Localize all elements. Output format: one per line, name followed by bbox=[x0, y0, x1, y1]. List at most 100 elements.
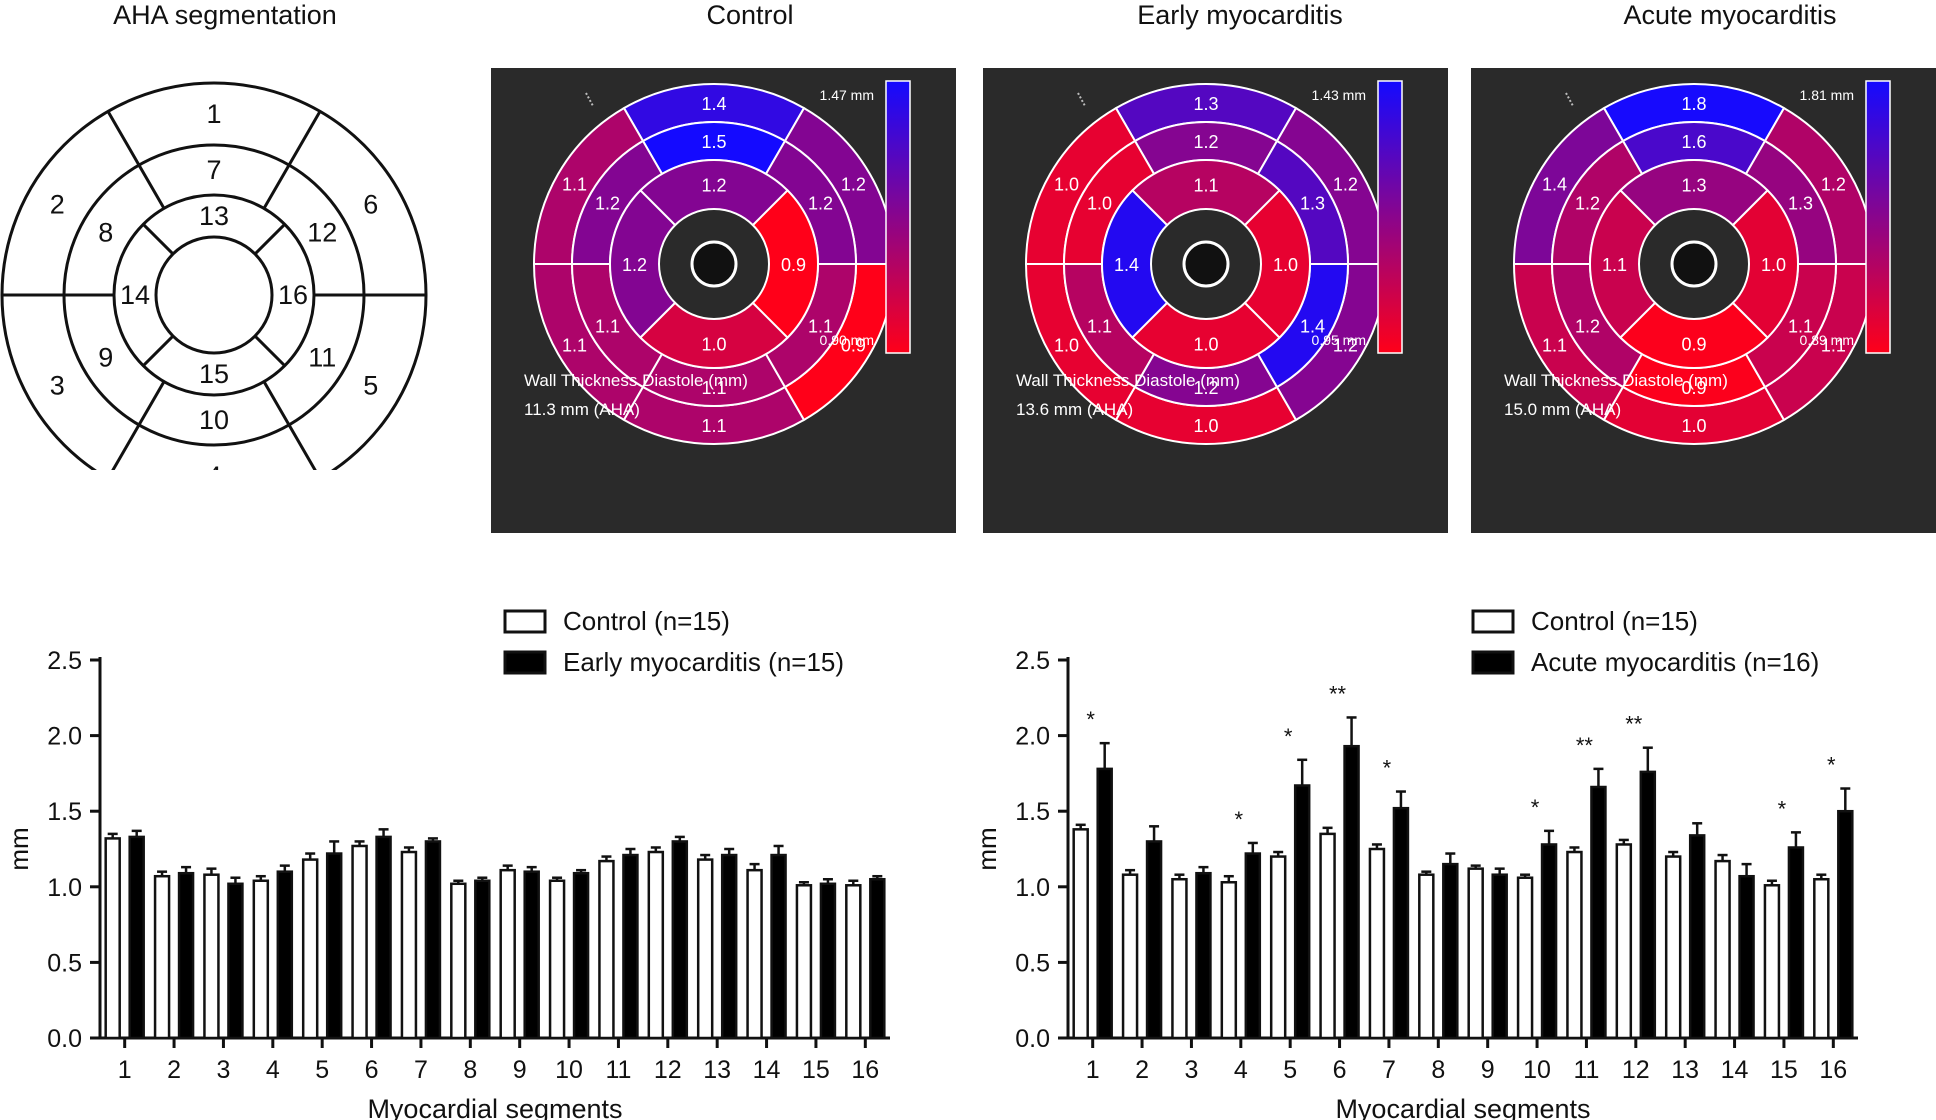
bar-myocarditis bbox=[622, 853, 639, 1040]
bullseye-value-label: 1.3 bbox=[1300, 194, 1325, 214]
bar-myocarditis bbox=[572, 871, 590, 1040]
color-scale-bar bbox=[1377, 80, 1403, 354]
bullseye-value-label: 1.0 bbox=[1054, 336, 1079, 356]
y-tick-label: 0.0 bbox=[1015, 1025, 1050, 1053]
bullseye-value-label: 1.1 bbox=[1788, 317, 1813, 337]
bar-myocarditis bbox=[671, 840, 689, 1040]
bar-myocarditis bbox=[819, 882, 837, 1040]
bar-myocarditis bbox=[720, 853, 738, 1040]
scale-max-label: 1.81 mm bbox=[1800, 87, 1854, 103]
bar-myocarditis bbox=[1738, 874, 1755, 1040]
x-tick-label: 13 bbox=[1671, 1056, 1699, 1084]
bullseye-value-label: 1.2 bbox=[841, 175, 866, 195]
y-axis-label: mm bbox=[4, 827, 34, 870]
bar-myocarditis bbox=[1145, 840, 1163, 1040]
bullseye-segment bbox=[751, 189, 819, 339]
bar-control bbox=[153, 874, 171, 1040]
bullseye-value-label: 1.0 bbox=[1761, 255, 1786, 275]
bullseye-value-label: 1.6 bbox=[1681, 132, 1706, 152]
bullseye-value-label: 1.0 bbox=[1087, 194, 1112, 214]
bullseye-center bbox=[1670, 240, 1718, 288]
x-tick-label: 8 bbox=[463, 1056, 477, 1084]
aha-segment-label: 10 bbox=[199, 405, 229, 435]
x-tick-label: 1 bbox=[1086, 1056, 1100, 1084]
bullseye-value-label: 1.4 bbox=[1114, 255, 1139, 275]
bullseye-value-label: 0.9 bbox=[1681, 335, 1706, 355]
bullseye-value-label: 1.1 bbox=[595, 317, 620, 337]
y-tick-label: 2.5 bbox=[1015, 647, 1050, 675]
bullseye-segment bbox=[1731, 189, 1799, 339]
map-caption-title: Wall Thickness Diastole (mm) bbox=[1016, 371, 1240, 390]
bar-control bbox=[1072, 828, 1089, 1040]
bullseye-value-label: 1.1 bbox=[562, 175, 587, 195]
bullseye-value-label: 1.1 bbox=[1542, 336, 1567, 356]
bullseye-segment bbox=[1589, 189, 1657, 339]
bar-myocarditis bbox=[523, 870, 540, 1040]
bar-myocarditis bbox=[1491, 873, 1508, 1040]
bar-control bbox=[1319, 832, 1336, 1040]
bar-myocarditis bbox=[375, 835, 392, 1040]
bullseye-segment bbox=[1619, 159, 1769, 227]
aha-ring-3 bbox=[154, 235, 274, 355]
bullseye-value-label: 1.2 bbox=[1575, 194, 1600, 214]
aha-divider bbox=[137, 164, 166, 210]
legend-swatch bbox=[503, 609, 547, 634]
aha-divider bbox=[262, 380, 291, 426]
significance-marker: ** bbox=[1576, 733, 1594, 758]
bar-myocarditis bbox=[1688, 834, 1706, 1040]
bar-myocarditis bbox=[1096, 767, 1113, 1040]
scale-max-label: 1.47 mm bbox=[820, 87, 874, 103]
bullseye-value-label: 1.2 bbox=[595, 194, 620, 214]
bullseye-panel-acute: 1.8 1.4 1.1 1.0 1.1 1.2 1.6 1.2 1.2 0.9 1.1 1.3 1.3 1… bbox=[1471, 68, 1936, 533]
aha-divider bbox=[287, 424, 317, 470]
aha-segment-label: 8 bbox=[98, 218, 113, 248]
bar-control bbox=[400, 850, 418, 1040]
bullseye-value-label: 1.3 bbox=[1788, 194, 1813, 214]
bullseye-value-label: 0.9 bbox=[1681, 378, 1706, 398]
bullseye-value-label: 1.0 bbox=[1054, 175, 1079, 195]
bullseye-value-label: 1.3 bbox=[1193, 94, 1218, 114]
bullseye-value-label: 1.1 bbox=[1087, 317, 1112, 337]
bullseye-segment bbox=[1131, 159, 1281, 227]
aha-segment-label: 1 bbox=[206, 99, 221, 129]
bar-myocarditis bbox=[1343, 744, 1360, 1040]
bar-control bbox=[1467, 867, 1484, 1040]
bar-control bbox=[1171, 877, 1188, 1040]
x-tick-label: 15 bbox=[1770, 1056, 1798, 1084]
bar-control bbox=[746, 868, 763, 1040]
significance-marker: * bbox=[1531, 795, 1540, 820]
y-tick-label: 2.0 bbox=[47, 723, 82, 751]
bullseye-value-label: 1.0 bbox=[1273, 255, 1298, 275]
x-tick-label: 14 bbox=[753, 1056, 781, 1084]
bullseye-value-label: 1.4 bbox=[1300, 317, 1325, 337]
bullseye-value-label: 1.2 bbox=[1193, 132, 1218, 152]
aha-divider bbox=[142, 334, 175, 367]
y-tick-label: 0.5 bbox=[47, 949, 82, 977]
aha-divider bbox=[253, 334, 286, 367]
bullseye-value-label: 1.2 bbox=[1821, 175, 1846, 195]
color-scale-bar bbox=[885, 80, 911, 354]
aha-segment-label: 16 bbox=[278, 280, 308, 310]
y-tick-label: 2.5 bbox=[47, 647, 82, 675]
bar-control bbox=[1269, 855, 1287, 1040]
x-tick-label: 14 bbox=[1721, 1056, 1749, 1084]
bar-myocarditis bbox=[1195, 871, 1212, 1040]
aha-segment-label: 4 bbox=[206, 461, 221, 470]
x-tick-label: 9 bbox=[1481, 1056, 1495, 1084]
x-axis-label: Myocardial segments bbox=[367, 1094, 622, 1120]
x-tick-label: 3 bbox=[216, 1056, 230, 1084]
bar-control bbox=[252, 879, 270, 1040]
aha-segment-label: 7 bbox=[206, 155, 221, 185]
title-acute-map: Acute myocarditis bbox=[1623, 0, 1837, 30]
x-tick-label: 13 bbox=[703, 1056, 731, 1084]
bullseye-marker bbox=[1565, 92, 1574, 107]
x-axis-label: Myocardial segments bbox=[1335, 1094, 1590, 1120]
bar-control bbox=[499, 868, 516, 1040]
bullseye-value-label: 0.9 bbox=[781, 255, 806, 275]
bar-control bbox=[301, 858, 319, 1040]
legend-label: Control (n=15) bbox=[1531, 606, 1698, 636]
bullseye-value-label: 1.0 bbox=[1681, 416, 1706, 436]
bar-control bbox=[450, 882, 467, 1040]
bullseye-value-label: 1.0 bbox=[701, 335, 726, 355]
